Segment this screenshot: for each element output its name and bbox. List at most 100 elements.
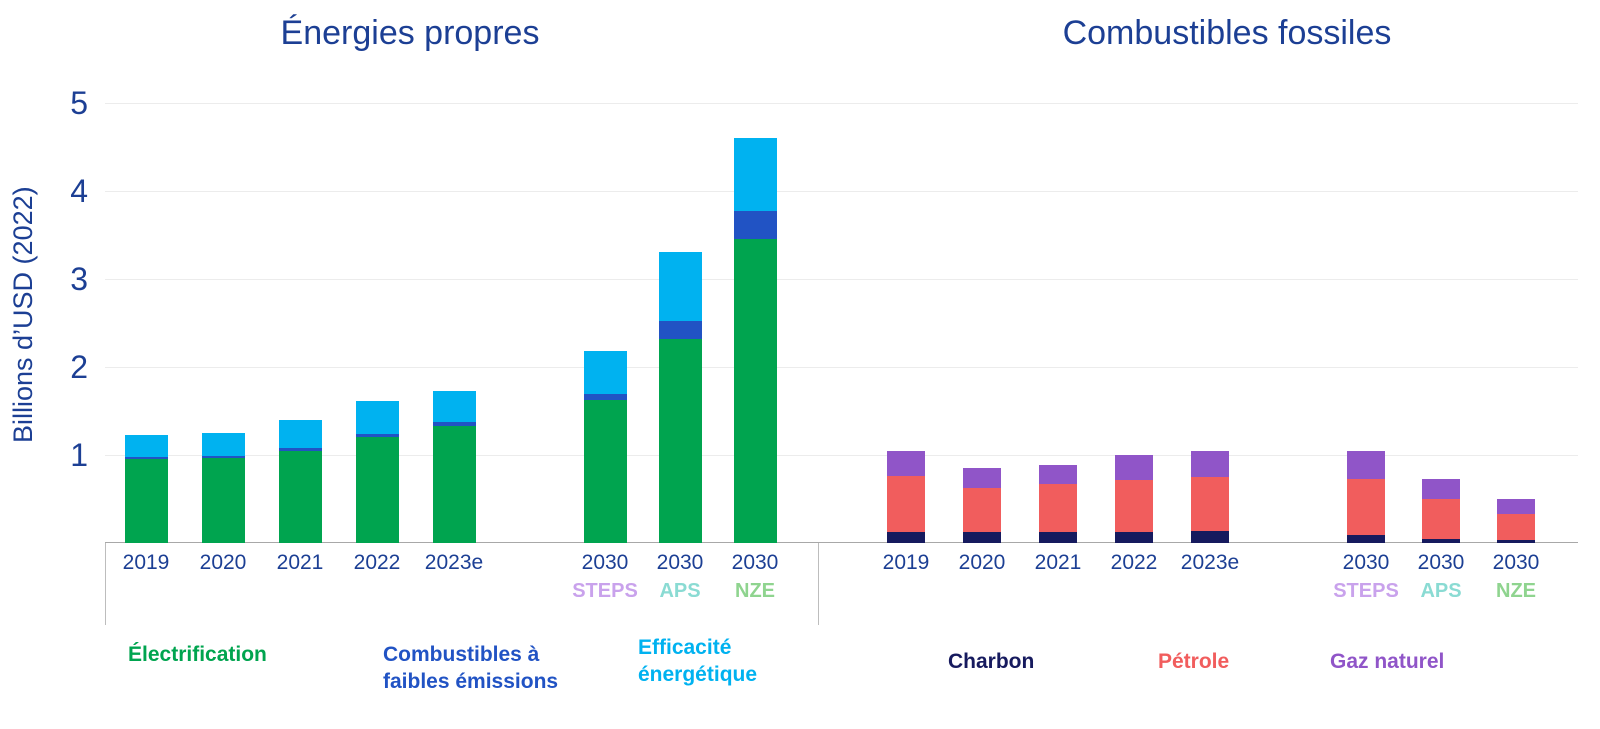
bar-segment-gaz-naturel	[1497, 499, 1535, 514]
gridline	[105, 103, 1578, 104]
bar-segment--lectrification	[201, 458, 245, 543]
scenario-label-steps: STEPS	[1333, 580, 1399, 602]
bar-segment-gaz-naturel	[887, 451, 925, 476]
bar	[124, 435, 168, 543]
legend-item--lectrification: Électrification	[128, 643, 267, 666]
scenario-label-steps: STEPS	[572, 580, 638, 602]
bar-segment-combustibles-faibles-missions	[432, 422, 476, 426]
bar-segment-combustibles-faibles-missions	[355, 434, 399, 437]
bar	[1422, 479, 1460, 543]
x-tick-label: 2030	[1417, 551, 1465, 574]
x-tick-label: 2030	[581, 551, 629, 574]
bar-segment-charbon	[963, 532, 1001, 543]
bar-segment-combustibles-faibles-missions	[278, 448, 322, 451]
gridline	[105, 279, 1578, 280]
bar-segment-gaz-naturel	[1422, 479, 1460, 499]
bar-segment-charbon	[1039, 532, 1077, 543]
x-tick-label: 2021	[1034, 551, 1082, 574]
bar-segment-charbon	[1497, 540, 1535, 543]
bar-segment-combustibles-faibles-missions	[733, 211, 777, 239]
legend-item-p-trole: Pétrole	[1158, 650, 1230, 673]
panel-title-clean-energy: Énergies propres	[280, 14, 540, 52]
bar	[733, 138, 777, 543]
legend-item-combustibles-faibles-missions: Combustibles à faibles émissions	[383, 643, 559, 693]
axis-divider-line	[818, 543, 819, 625]
bar-segment-gaz-naturel	[1115, 455, 1153, 480]
bar-segment--lectrification	[124, 459, 168, 543]
bar-segment-p-trole	[1191, 477, 1229, 531]
x-tick-label: 2030	[731, 551, 779, 574]
bar-segment-charbon	[887, 532, 925, 543]
bar	[963, 468, 1001, 543]
bar-segment-p-trole	[963, 488, 1001, 532]
bar-segment-efficacit-nerg-tique	[124, 435, 168, 457]
bar-segment--lectrification	[583, 400, 627, 543]
gridline	[105, 455, 1578, 456]
bar-segment-p-trole	[887, 476, 925, 532]
bar-segment--lectrification	[355, 437, 399, 543]
bar-segment-gaz-naturel	[963, 468, 1001, 488]
bar	[355, 401, 399, 543]
bar-segment-p-trole	[1422, 499, 1460, 539]
bar	[432, 391, 476, 543]
bar-segment-p-trole	[1115, 480, 1153, 532]
y-tick-label: 3	[70, 261, 88, 297]
gridline	[105, 191, 1578, 192]
bar	[887, 451, 925, 543]
bar-segment-combustibles-faibles-missions	[124, 457, 168, 459]
bar-segment-gaz-naturel	[1039, 465, 1077, 484]
x-tick-label: 2022	[1110, 551, 1158, 574]
scenario-label-nze: NZE	[735, 580, 775, 602]
legend-item-charbon: Charbon	[948, 650, 1035, 673]
scenario-label-aps: APS	[659, 580, 701, 602]
y-tick-label: 2	[70, 349, 88, 385]
bar-segment-efficacit-nerg-tique	[658, 252, 702, 321]
scenario-label-aps: APS	[1420, 580, 1462, 602]
x-tick-label: 2020	[199, 551, 247, 574]
bar	[658, 252, 702, 543]
axis-divider-line	[105, 543, 106, 625]
panel-title-fossil-fuels: Combustibles fossiles	[1062, 14, 1392, 52]
bar	[1347, 451, 1385, 543]
y-tick-label: 1	[70, 437, 88, 473]
bar-segment-charbon	[1422, 539, 1460, 543]
gridline	[105, 367, 1578, 368]
bar	[1039, 465, 1077, 543]
x-tick-label: 2019	[882, 551, 930, 574]
x-tick-label: 2021	[276, 551, 324, 574]
bar-segment-efficacit-nerg-tique	[278, 420, 322, 448]
bar-segment-p-trole	[1347, 479, 1385, 535]
y-tick-label: 5	[70, 85, 88, 121]
x-tick-label: 2030	[656, 551, 704, 574]
bar-segment-combustibles-faibles-missions	[583, 394, 627, 400]
bar	[1497, 499, 1535, 543]
x-tick-label: 2019	[122, 551, 170, 574]
legend-item-gaz-naturel: Gaz naturel	[1330, 650, 1445, 673]
bar-segment-efficacit-nerg-tique	[355, 401, 399, 434]
x-tick-label: 2023e	[1180, 551, 1240, 574]
bar	[583, 351, 627, 543]
bar-segment-combustibles-faibles-missions	[658, 321, 702, 339]
bar-segment-gaz-naturel	[1347, 451, 1385, 479]
bar-segment-charbon	[1115, 532, 1153, 543]
bar-segment-combustibles-faibles-missions	[201, 456, 245, 458]
bar-segment--lectrification	[733, 239, 777, 543]
x-tick-label: 2023e	[424, 551, 484, 574]
x-tick-label: 2030	[1342, 551, 1390, 574]
bar	[1191, 451, 1229, 543]
bar-segment-charbon	[1191, 531, 1229, 543]
bar-segment-p-trole	[1497, 514, 1535, 540]
scenario-label-nze: NZE	[1496, 580, 1536, 602]
x-axis-line	[105, 542, 1578, 543]
x-tick-label: 2030	[1492, 551, 1540, 574]
legend-item-efficacit-nerg-tique: Efficacité énergétique	[638, 636, 758, 686]
bar-segment-gaz-naturel	[1191, 451, 1229, 477]
bar	[278, 420, 322, 543]
x-tick-label: 2020	[958, 551, 1006, 574]
bar-segment-p-trole	[1039, 484, 1077, 532]
bar-segment--lectrification	[658, 339, 702, 543]
bar-segment-efficacit-nerg-tique	[583, 351, 627, 394]
